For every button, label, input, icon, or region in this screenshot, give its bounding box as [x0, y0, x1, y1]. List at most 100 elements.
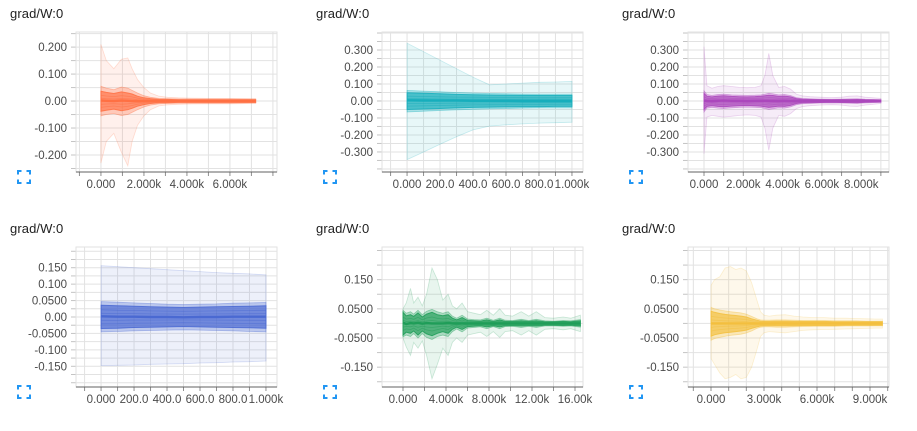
expand-button[interactable] — [322, 383, 340, 401]
svg-text:0.000: 0.000 — [87, 179, 116, 191]
fullscreen-icon — [629, 170, 643, 184]
fullscreen-icon — [17, 170, 31, 184]
percentile-line — [407, 102, 572, 104]
median-line — [407, 99, 572, 103]
chart-title: grad/W:0 — [10, 6, 64, 21]
svg-text:-0.300: -0.300 — [340, 147, 373, 159]
svg-text:0.300: 0.300 — [650, 45, 679, 57]
tick-marks — [71, 250, 267, 391]
svg-text:0.200: 0.200 — [38, 42, 67, 54]
svg-text:0.100: 0.100 — [344, 79, 373, 91]
svg-text:-0.0500: -0.0500 — [334, 333, 373, 345]
svg-text:0.00: 0.00 — [351, 96, 373, 108]
distribution-plot[interactable]: 0.000 3.000k 6.000k 9.000k 0.150 0.0500 -0.050… — [612, 215, 917, 415]
svg-text:0.150: 0.150 — [650, 275, 679, 287]
svg-text:0.00: 0.00 — [45, 96, 67, 108]
chart-title: grad/W:0 — [316, 6, 370, 21]
chart-title: grad/W:0 — [316, 221, 370, 236]
svg-text:-0.200: -0.200 — [646, 130, 679, 142]
tick-marks — [683, 32, 882, 176]
svg-text:0.100: 0.100 — [38, 69, 67, 81]
svg-text:200.0: 200.0 — [120, 394, 149, 406]
expand-button[interactable] — [322, 168, 340, 186]
x-axis-labels: 0.000 2.000k 4.000k 6.000k 8.000k — [690, 179, 879, 191]
svg-text:8.000k: 8.000k — [844, 179, 879, 191]
fullscreen-icon — [323, 385, 337, 399]
svg-text:0.000: 0.000 — [87, 394, 116, 406]
svg-text:16.00k: 16.00k — [558, 394, 593, 406]
svg-text:0.00: 0.00 — [45, 312, 67, 324]
median-line — [402, 321, 581, 326]
svg-text:0.150: 0.150 — [38, 263, 67, 275]
chart-card-1: grad/W:0 0.000 200.0 400.0 600.0 800.0 1.000k… — [306, 0, 612, 215]
expand-button[interactable] — [16, 383, 34, 401]
svg-text:200.0: 200.0 — [426, 179, 455, 191]
svg-text:-0.300: -0.300 — [646, 147, 679, 159]
svg-text:-0.150: -0.150 — [646, 362, 679, 374]
chart-title: grad/W:0 — [622, 221, 676, 236]
y-axis-labels: 0.200 0.100 0.00 -0.100 -0.200 — [34, 42, 67, 162]
y-axis-labels: 0.150 0.0500 -0.0500 -0.150 — [640, 275, 679, 375]
distribution-bands — [703, 46, 882, 154]
svg-text:800.0: 800.0 — [219, 394, 248, 406]
tick-marks — [377, 32, 573, 176]
fullscreen-icon — [323, 170, 337, 184]
percentile-line — [101, 309, 267, 312]
svg-text:-0.200: -0.200 — [34, 150, 67, 162]
svg-text:800.0: 800.0 — [525, 179, 554, 191]
svg-text:4.000k: 4.000k — [429, 394, 464, 406]
chart-card-0: grad/W:0 0.000 2.000k 4.000k 6.000k 0.200 0.1… — [0, 0, 306, 215]
expand-button[interactable] — [16, 168, 34, 186]
distribution-bands — [100, 265, 267, 367]
svg-text:-0.0500: -0.0500 — [640, 333, 679, 345]
svg-text:1.000k: 1.000k — [249, 394, 284, 406]
percentile-line — [402, 316, 581, 323]
x-axis-labels: 0.000 4.000k 8.000k 12.00k 16.00k — [389, 394, 593, 406]
svg-text:-0.100: -0.100 — [340, 113, 373, 125]
svg-text:-0.0500: -0.0500 — [28, 328, 67, 340]
median-line — [100, 99, 256, 103]
chart-card-2: grad/W:0 0.000 2.000k 4.000k 6.000k 8.000k 0.… — [612, 0, 917, 215]
svg-text:-0.100: -0.100 — [34, 123, 67, 135]
distribution-plot[interactable]: 0.000 2.000k 4.000k 6.000k 0.200 0.100 0.00 -0.… — [0, 0, 305, 200]
y-axis-labels: 0.150 0.0500 -0.0500 -0.150 — [334, 275, 373, 375]
svg-text:4.000k: 4.000k — [170, 179, 205, 191]
distribution-plot[interactable]: 0.000 200.0 400.0 600.0 800.0 1.000k 0.150 0.10… — [0, 215, 305, 415]
distribution-plot[interactable]: 0.000 2.000k 4.000k 6.000k 8.000k0.3000.2000… — [612, 0, 917, 200]
x-axis-labels: 0.000 200.0 400.0 600.0 800.0 1.000k — [393, 179, 590, 191]
svg-text:0.150: 0.150 — [344, 275, 373, 287]
distribution-bands — [100, 44, 257, 168]
distribution-bands — [402, 266, 581, 381]
svg-text:0.100: 0.100 — [38, 279, 67, 291]
distribution-bands — [406, 42, 573, 161]
svg-text:-0.150: -0.150 — [340, 362, 373, 374]
svg-text:2.000k: 2.000k — [726, 179, 761, 191]
tick-marks — [683, 250, 889, 391]
fullscreen-icon — [17, 385, 31, 399]
x-axis-labels: 0.000 2.000k 4.000k 6.000k — [87, 179, 248, 191]
distribution-plot[interactable]: 0.000 4.000k 8.000k 12.00k 16.00k 0.150 0.0500… — [306, 215, 611, 415]
svg-text:-0.100: -0.100 — [34, 345, 67, 357]
svg-text:600.0: 600.0 — [492, 179, 521, 191]
percentile-line — [407, 95, 572, 99]
svg-text:6.000k: 6.000k — [800, 394, 835, 406]
expand-button[interactable] — [628, 168, 646, 186]
percentile-line — [407, 103, 572, 107]
svg-text:6.000k: 6.000k — [805, 179, 840, 191]
svg-text:-0.100: -0.100 — [646, 113, 679, 125]
svg-text:0.000: 0.000 — [393, 179, 422, 191]
svg-text:0.000: 0.000 — [389, 394, 418, 406]
svg-text:400.0: 400.0 — [459, 179, 488, 191]
expand-button[interactable] — [628, 383, 646, 401]
y-axis-labels: 0.150 0.100 0.0500 0.00 -0.0500 -0.100 -0.150 — [28, 263, 67, 374]
chart-title: grad/W:0 — [622, 6, 676, 21]
svg-text:1.000k: 1.000k — [555, 179, 590, 191]
x-axis-labels: 0.000 3.000k 6.000k 9.000k — [697, 394, 888, 406]
svg-text:0.000: 0.000 — [697, 394, 726, 406]
distribution-plot[interactable]: 0.000 200.0 400.0 600.0 800.0 1.000k 0.300 0.20… — [306, 0, 611, 200]
percentile-line — [101, 322, 267, 325]
svg-text:9.000k: 9.000k — [853, 394, 888, 406]
svg-text:0.200: 0.200 — [344, 62, 373, 74]
svg-text:0.000: 0.000 — [690, 179, 719, 191]
